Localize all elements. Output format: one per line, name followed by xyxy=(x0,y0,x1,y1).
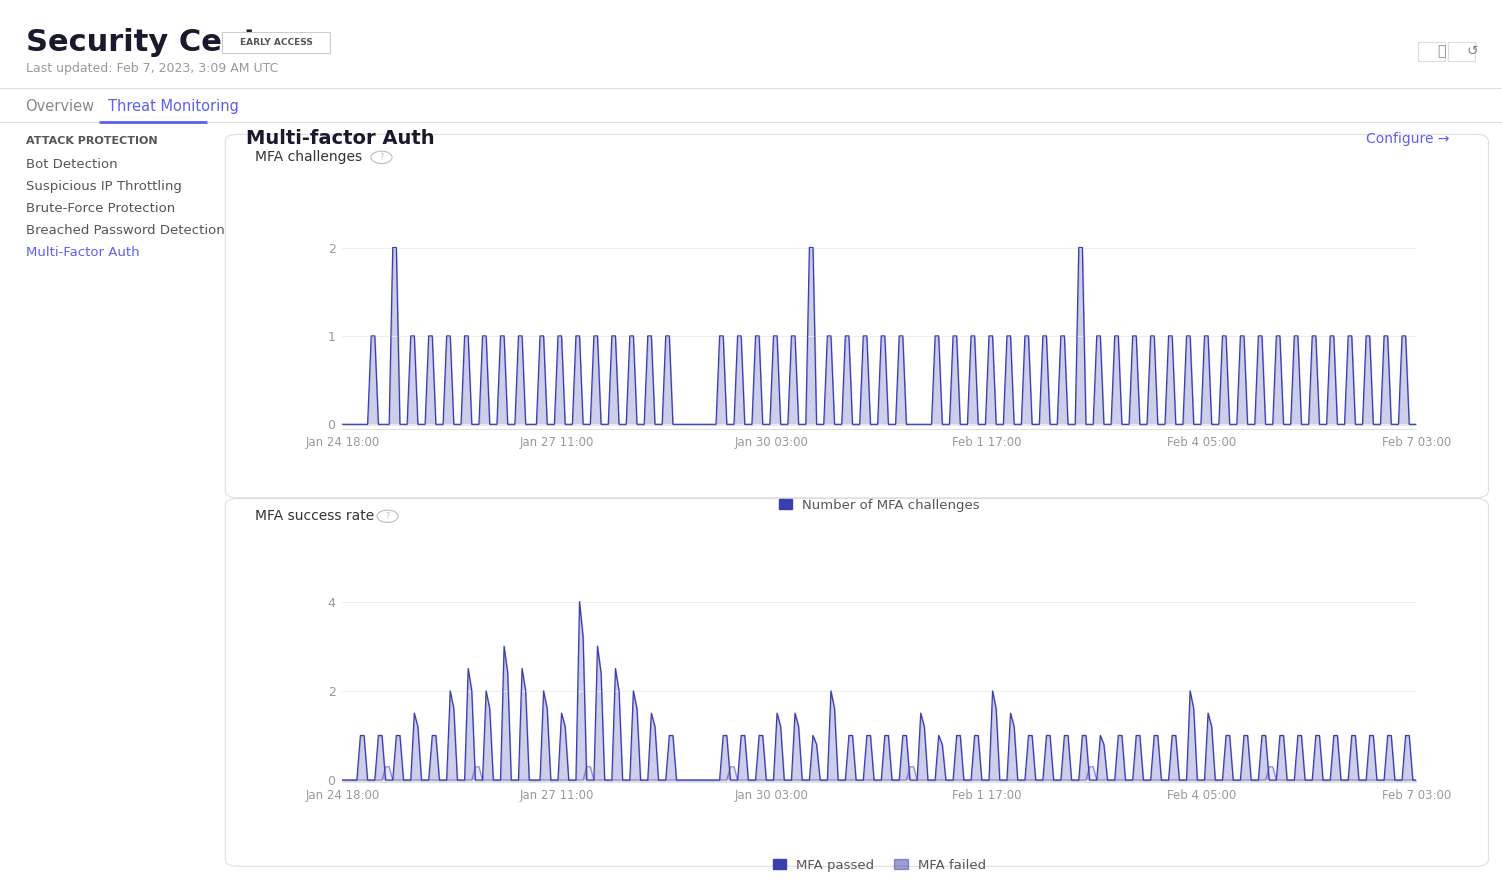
Text: MFA challenges: MFA challenges xyxy=(255,150,362,164)
Text: ↺: ↺ xyxy=(1466,44,1478,58)
FancyBboxPatch shape xyxy=(222,32,330,53)
Text: Brute-Force Protection: Brute-Force Protection xyxy=(26,202,174,215)
Text: ?: ? xyxy=(386,512,389,521)
Text: Multi-factor Auth: Multi-factor Auth xyxy=(246,129,436,149)
Legend: Number of MFA challenges: Number of MFA challenges xyxy=(774,493,985,517)
Text: Overview: Overview xyxy=(26,100,95,114)
FancyBboxPatch shape xyxy=(1448,42,1475,61)
Text: Last updated: Feb 7, 2023, 3:09 AM UTC: Last updated: Feb 7, 2023, 3:09 AM UTC xyxy=(26,63,278,75)
Text: Suspicious IP Throttling: Suspicious IP Throttling xyxy=(26,180,182,193)
FancyBboxPatch shape xyxy=(225,499,1488,866)
FancyBboxPatch shape xyxy=(1418,42,1445,61)
Text: MFA success rate: MFA success rate xyxy=(255,509,374,523)
Text: EARLY ACCESS: EARLY ACCESS xyxy=(240,38,312,47)
Text: ?: ? xyxy=(380,153,383,162)
Text: Threat Monitoring: Threat Monitoring xyxy=(108,100,239,114)
FancyBboxPatch shape xyxy=(225,134,1488,498)
Text: ATTACK PROTECTION: ATTACK PROTECTION xyxy=(26,136,158,147)
Text: Security Center: Security Center xyxy=(26,28,293,57)
Text: Breached Password Detection: Breached Password Detection xyxy=(26,225,224,237)
Text: ⦾: ⦾ xyxy=(1437,44,1446,58)
Legend: MFA passed, MFA failed: MFA passed, MFA failed xyxy=(768,854,991,877)
Text: Multi-Factor Auth: Multi-Factor Auth xyxy=(26,247,140,259)
Text: Configure →: Configure → xyxy=(1365,132,1449,146)
Text: Bot Detection: Bot Detection xyxy=(26,158,117,171)
